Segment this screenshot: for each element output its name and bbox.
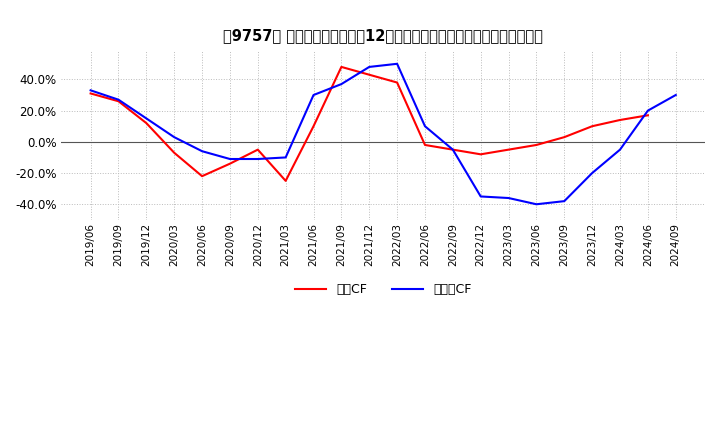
営業CF bbox=[337, 64, 346, 70]
フリーCF bbox=[532, 202, 541, 207]
フリーCF bbox=[644, 108, 652, 113]
営業CF bbox=[560, 135, 569, 140]
営業CF bbox=[616, 117, 624, 123]
フリーCF bbox=[560, 198, 569, 204]
営業CF bbox=[114, 99, 123, 104]
営業CF bbox=[198, 173, 207, 179]
営業CF bbox=[393, 80, 402, 85]
フリーCF bbox=[282, 155, 290, 160]
フリーCF bbox=[337, 81, 346, 87]
フリーCF bbox=[672, 92, 680, 98]
フリーCF bbox=[420, 124, 429, 129]
営業CF bbox=[644, 113, 652, 118]
フリーCF bbox=[86, 88, 95, 93]
営業CF bbox=[504, 147, 513, 152]
フリーCF bbox=[477, 194, 485, 199]
フリーCF bbox=[114, 97, 123, 103]
Title: 【9757】 キャッシュフローの12か月移動合計の対前年同期増減率の推移: 【9757】 キャッシュフローの12か月移動合計の対前年同期増減率の推移 bbox=[223, 28, 543, 43]
営業CF bbox=[420, 142, 429, 147]
営業CF bbox=[477, 152, 485, 157]
営業CF bbox=[170, 150, 179, 155]
営業CF bbox=[309, 124, 318, 129]
フリーCF bbox=[365, 64, 374, 70]
営業CF bbox=[253, 147, 262, 152]
営業CF bbox=[86, 91, 95, 96]
営業CF bbox=[588, 124, 596, 129]
営業CF bbox=[282, 178, 290, 183]
営業CF bbox=[142, 121, 150, 126]
Line: フリーCF: フリーCF bbox=[91, 64, 676, 204]
フリーCF bbox=[225, 156, 234, 161]
フリーCF bbox=[309, 92, 318, 98]
営業CF bbox=[365, 72, 374, 77]
フリーCF bbox=[449, 147, 457, 152]
Legend: 営業CF, フリーCF: 営業CF, フリーCF bbox=[290, 278, 477, 301]
営業CF bbox=[532, 142, 541, 147]
フリーCF bbox=[393, 61, 402, 66]
フリーCF bbox=[253, 156, 262, 161]
営業CF bbox=[449, 147, 457, 152]
フリーCF bbox=[170, 135, 179, 140]
フリーCF bbox=[142, 116, 150, 121]
フリーCF bbox=[504, 195, 513, 201]
フリーCF bbox=[616, 147, 624, 152]
フリーCF bbox=[588, 170, 596, 176]
Line: 営業CF: 営業CF bbox=[91, 67, 648, 181]
フリーCF bbox=[198, 149, 207, 154]
営業CF bbox=[225, 161, 234, 166]
